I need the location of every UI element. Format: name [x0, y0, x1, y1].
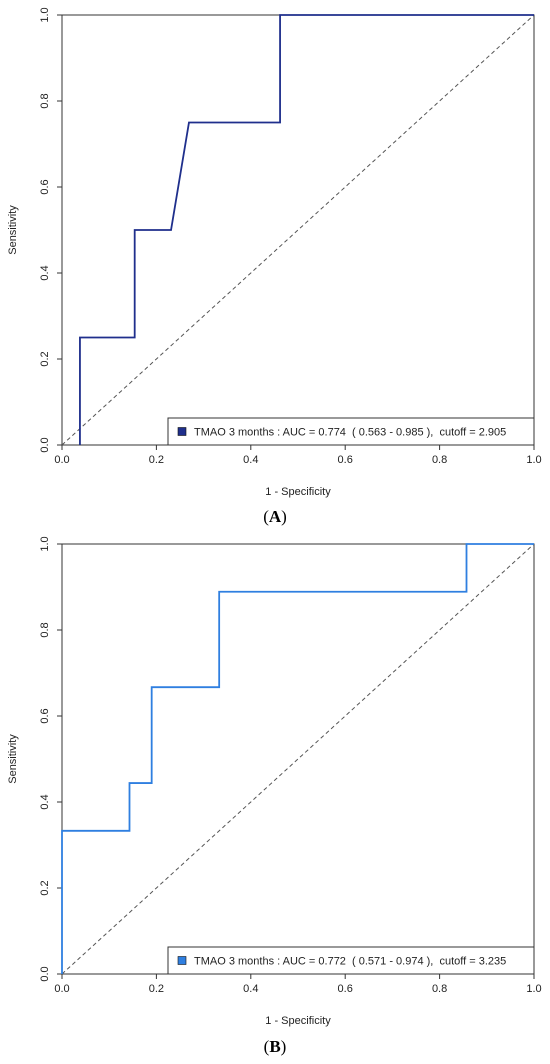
y-tick-label: 0.4: [39, 265, 51, 280]
y-tick-label: 0.6: [39, 179, 51, 194]
y-tick-label: 0.8: [39, 93, 51, 108]
y-axis-title: Sensitivity: [7, 734, 19, 784]
roc-curve-line: [61, 543, 534, 974]
x-tick-label: 0.4: [243, 454, 258, 466]
x-tick-label: 0.2: [149, 983, 164, 995]
y-axis-title: Sensitivity: [7, 205, 19, 255]
y-tick-label: 0.8: [39, 622, 51, 637]
x-tick-label: 0.4: [243, 983, 258, 995]
x-axis-title: 1 - Specificity: [265, 1015, 331, 1027]
y-tick-label: 0.2: [39, 880, 51, 895]
legend-label: TMAO 3 months : AUC = 0.772 ( 0.571 - 0.…: [194, 956, 506, 968]
legend-box: [167, 946, 535, 975]
y-tick-label: 0.2: [39, 351, 51, 366]
y-tick-label: 0.4: [39, 794, 51, 809]
x-tick-label: 0.8: [432, 983, 447, 995]
panel-label: (A): [263, 507, 287, 526]
y-tick-label: 1.0: [39, 7, 51, 22]
x-tick-label: 1.0: [526, 983, 541, 995]
reference-diagonal-line: [61, 14, 535, 446]
y-tick-label: 0.0: [39, 966, 51, 981]
reference-diagonal-line: [61, 543, 535, 975]
x-tick-label: 0.0: [54, 983, 69, 995]
y-tick-label: 0.0: [39, 437, 51, 452]
panel-label: (B): [264, 1037, 287, 1056]
x-tick-label: 0.6: [338, 983, 353, 995]
x-axis-title: 1 - Specificity: [265, 486, 331, 498]
x-tick-label: 0.6: [338, 454, 353, 466]
x-tick-label: 0.8: [432, 454, 447, 466]
legend-swatch: [177, 427, 187, 436]
legend-label: TMAO 3 months : AUC = 0.774 ( 0.563 - 0.…: [194, 427, 506, 439]
legend-swatch: [177, 956, 187, 965]
y-tick-label: 0.6: [39, 708, 51, 723]
x-tick-label: 1.0: [526, 454, 541, 466]
roc-curve-line: [79, 14, 534, 445]
legend-box: [167, 417, 535, 446]
x-tick-label: 0.0: [54, 454, 69, 466]
x-tick-label: 0.2: [149, 454, 164, 466]
y-tick-label: 1.0: [39, 536, 51, 551]
roc-panel-a: 0.0 0.2 0.4 0.6 0.8 1.0 0.0 0.2 0.4 0.6 0.8 1.0 1 - …: [7, 7, 542, 526]
roc-panel-b: 0.0 0.2 0.4 0.6 0.8 1.0 0.0 0.2 0.4 0.6 0.8 1.0 1 - …: [7, 536, 542, 1056]
